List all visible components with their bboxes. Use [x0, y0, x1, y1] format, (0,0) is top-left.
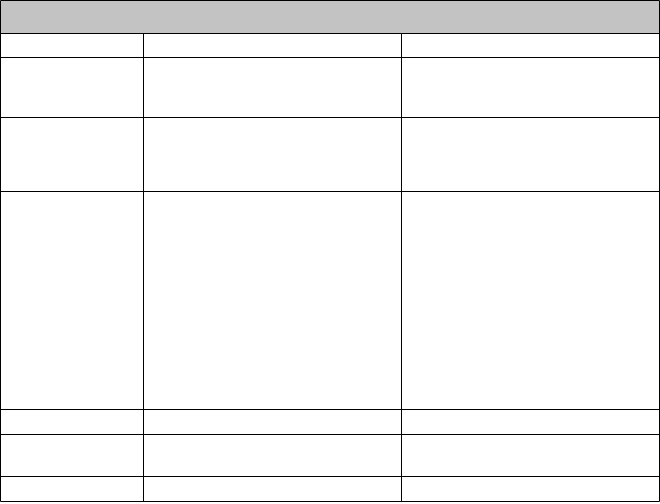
header-row — [1, 1, 659, 33]
